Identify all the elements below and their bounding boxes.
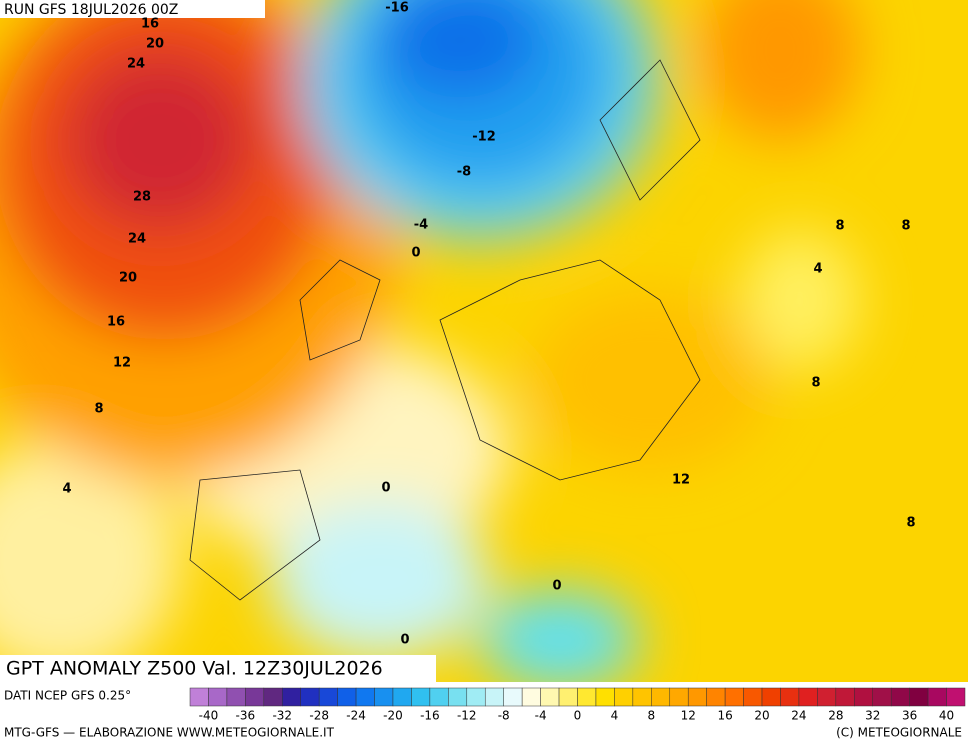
run-box: [0, 0, 265, 18]
colorbar-swatch: [614, 687, 634, 707]
colorbar-tick-label: -12: [457, 709, 477, 723]
colorbar-swatch: [503, 687, 523, 707]
contour-label: 20: [146, 37, 164, 52]
title-box: [0, 655, 436, 683]
contour-label: -4: [414, 218, 428, 233]
colorbar-swatch: [761, 687, 781, 707]
footer-left: MTG-GFS — ELABORAZIONE WWW.METEOGIORNALE…: [4, 726, 335, 740]
colorbar-swatch: [817, 687, 837, 707]
contour-label: 0: [411, 246, 420, 261]
colorbar-tick-label: -8: [498, 709, 510, 723]
contour-label: 16: [141, 17, 159, 32]
footer-right: (C) METEOGIORNALE: [836, 726, 962, 740]
colorbar-tick-label: 24: [791, 709, 806, 723]
contour-label: 8: [94, 402, 103, 417]
colorbar-swatch: [687, 687, 707, 707]
contour-label: 0: [400, 633, 409, 648]
anomaly-field: [0, 0, 968, 682]
colorbar-swatch: [798, 687, 818, 707]
contour-label: 12: [672, 473, 690, 488]
colorbar-swatch: [521, 687, 541, 707]
colorbar-swatch: [780, 687, 800, 707]
contour-label: 4: [62, 482, 71, 497]
colorbar-tick-label: 36: [902, 709, 917, 723]
colorbar-swatch: [872, 687, 892, 707]
colorbar-swatch: [651, 687, 671, 707]
contour-label: 0: [381, 481, 390, 496]
colorbar-swatch: [632, 687, 652, 707]
colorbar-swatch: [374, 687, 394, 707]
contour-label: 16: [107, 315, 125, 330]
colorbar-swatch: [577, 687, 597, 707]
colorbar-tick-label: 12: [681, 709, 696, 723]
colorbar-swatch: [189, 687, 209, 707]
colorbar-swatch: [854, 687, 873, 707]
colorbar-swatch: [282, 687, 301, 707]
contour-label: 20: [119, 271, 137, 286]
colorbar-swatch: [706, 687, 726, 707]
colorbar-swatch: [927, 687, 947, 707]
colorbar-swatch: [595, 687, 615, 707]
contour-label: 12: [113, 356, 131, 371]
colorbar-swatch: [337, 687, 357, 707]
colorbar-swatch: [448, 687, 468, 707]
colorbar-tick-label: -16: [420, 709, 440, 723]
colorbar-swatch: [318, 687, 338, 707]
colorbar-swatch: [909, 687, 929, 707]
colorbar-tick-label: 40: [939, 709, 954, 723]
colorbar-tick-label: 32: [865, 709, 880, 723]
source-label: DATI NCEP GFS 0.25°: [4, 689, 131, 703]
colorbar-tick-label: -4: [535, 709, 547, 723]
colorbar-tick-label: -24: [346, 709, 366, 723]
colorbar-swatch: [835, 687, 855, 707]
contour-label: 8: [811, 376, 820, 391]
colorbar-tick-label: 4: [611, 709, 619, 723]
colorbar-swatch: [484, 687, 504, 707]
colorbar-tick-label: 20: [754, 709, 769, 723]
colorbar-swatch: [355, 687, 375, 707]
coastlines: [189, 59, 701, 601]
contour-label: -16: [385, 1, 409, 16]
colorbar-swatch: [669, 687, 689, 707]
colorbar-tick-label: 16: [717, 709, 732, 723]
colorbar-tick-label: -20: [383, 709, 403, 723]
colorbar-tick-label: -40: [199, 709, 219, 723]
contour-label: 8: [901, 219, 910, 234]
colorbar-tick-label: -36: [236, 709, 256, 723]
map-title: GPT ANOMALY Z500 Val. 12Z30JUL2026: [6, 658, 383, 680]
contour-label: 24: [128, 232, 146, 247]
colorbar-swatch: [300, 687, 320, 707]
colorbar-tick-label: 0: [574, 709, 582, 723]
contour-label: 24: [127, 57, 145, 72]
contour-label: -8: [457, 165, 471, 180]
contour-label: 28: [133, 190, 151, 205]
contour-label: 8: [906, 516, 915, 531]
colorbar-tick-label: 28: [828, 709, 843, 723]
contour-label: 0: [552, 579, 561, 594]
colorbar-swatch: [226, 687, 246, 707]
colorbar-swatch: [743, 687, 763, 707]
colorbar-swatch: [245, 687, 265, 707]
colorbar-swatch: [540, 687, 560, 707]
colorbar-swatch: [392, 687, 412, 707]
colorbar-swatch: [263, 687, 283, 707]
colorbar-swatch: [466, 687, 486, 707]
colorbar-swatch: [890, 687, 910, 707]
colorbar-tick-label: -32: [272, 709, 292, 723]
contour-label: -12: [472, 130, 496, 145]
colorbar-swatch: [208, 687, 228, 707]
contour-label: 8: [835, 219, 844, 234]
contour-label: 4: [813, 262, 822, 277]
colorbar-swatch: [411, 687, 431, 707]
colorbar-tick-label: 8: [647, 709, 655, 723]
colorbar-swatch: [429, 687, 449, 707]
colorbar-tick-label: -28: [309, 709, 329, 723]
run-label: RUN GFS 18JUL2026 00Z: [4, 2, 178, 18]
colorbar-swatch: [724, 687, 744, 707]
colorbar-swatch: [558, 687, 578, 707]
colorbar-swatch: [946, 687, 966, 707]
